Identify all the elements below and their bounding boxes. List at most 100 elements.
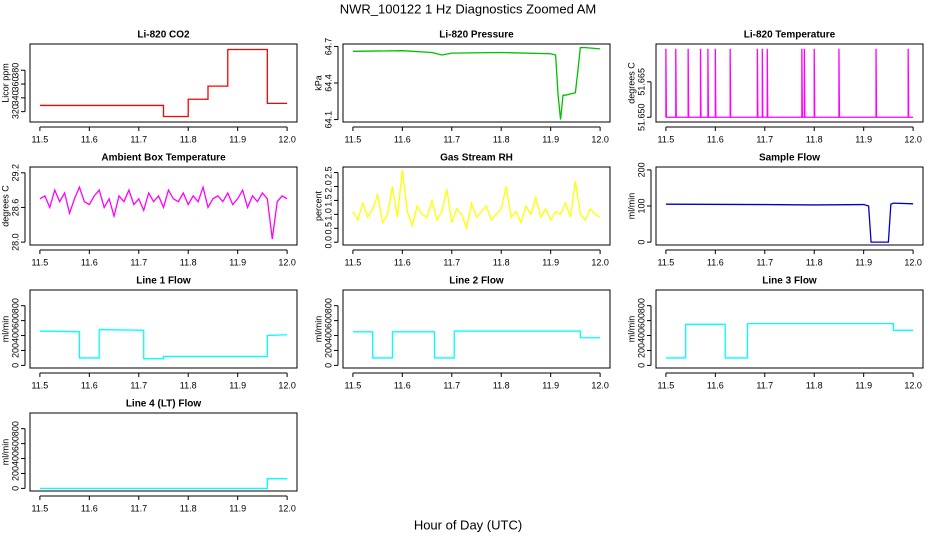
data-line <box>39 48 288 118</box>
x-tick-label: 11.8 <box>806 257 823 267</box>
x-tick-label: 11.8 <box>493 257 510 267</box>
y-axis-label: ml/min <box>0 439 10 466</box>
x-tick-label: 11.7 <box>443 380 460 390</box>
x-tick-label: 11.7 <box>130 503 147 513</box>
data-line <box>39 184 288 240</box>
plot-box <box>29 412 298 492</box>
x-tick-label: 12.0 <box>904 257 922 267</box>
y-tick-label: 400 <box>323 328 333 343</box>
x-tick-label: 11.6 <box>394 134 411 144</box>
panel-title: Li-820 Pressure <box>439 30 514 41</box>
x-tick-label: 11.6 <box>81 380 98 390</box>
panel-title: Sample Flow <box>759 153 820 164</box>
plot-box <box>29 43 298 123</box>
y-axis-label: ml/min <box>626 193 636 220</box>
data-layer <box>39 478 288 490</box>
x-tick-label: 12.0 <box>278 257 296 267</box>
y-tick-label: 51.665 <box>636 68 646 96</box>
y-tick-label: 2.0 <box>323 180 333 193</box>
y-tick-label: 51.650 <box>636 104 646 132</box>
y-tick-label: 2.5 <box>323 166 333 179</box>
x-tick-label: 11.7 <box>756 257 773 267</box>
x-tick-label: 11.9 <box>229 134 246 144</box>
x-tick-label: 11.8 <box>180 134 197 144</box>
panel-title: Line 2 Flow <box>449 276 504 287</box>
plot-box <box>342 289 611 369</box>
y-tick-label: 320 <box>10 104 20 119</box>
x-tick-label: 11.7 <box>756 380 773 390</box>
x-tick-label: 11.9 <box>855 257 872 267</box>
x-tick-label: 11.5 <box>657 257 674 267</box>
y-tick-label: 100 <box>636 198 646 213</box>
y-tick-label: 0 <box>10 363 20 368</box>
x-tick-label: 11.6 <box>81 503 98 513</box>
x-tick-label: 12.0 <box>278 503 296 513</box>
x-tick-label: 11.6 <box>394 380 411 390</box>
y-tick-label: 28.0 <box>10 233 20 251</box>
x-tick-label: 12.0 <box>591 134 609 144</box>
y-tick-label: 0.5 <box>323 222 333 235</box>
y-tick-label: 800 <box>10 298 20 313</box>
plot-box <box>29 166 298 246</box>
y-tick-label: 0.0 <box>323 236 333 249</box>
y-axis-label: degrees C <box>626 62 636 104</box>
x-tick-label: 12.0 <box>278 380 296 390</box>
panel: Li-820 Temperature degrees C 11.5 11.6 11.7 1… <box>626 30 924 144</box>
y-tick-label: 600 <box>323 313 333 328</box>
data-line <box>39 478 288 490</box>
x-tick-label: 12.0 <box>591 380 609 390</box>
y-tick-label: 200 <box>636 162 646 177</box>
x-tick-label: 11.7 <box>130 134 147 144</box>
data-line <box>665 202 914 243</box>
x-tick-label: 11.9 <box>229 257 246 267</box>
panel: Li-820 CO2 Licor ppm 11.5 11.6 11.7 11.8 11.9 1… <box>0 30 298 144</box>
x-tick-label: 12.0 <box>591 257 609 267</box>
y-tick-label: 800 <box>10 421 20 436</box>
x-tick-label: 11.8 <box>180 380 197 390</box>
y-tick-label: 0 <box>10 486 20 491</box>
x-tick-label: 11.9 <box>855 134 872 144</box>
y-tick-label: 800 <box>636 298 646 313</box>
x-tick-label: 11.5 <box>344 380 361 390</box>
y-tick-label: 64.7 <box>323 38 333 56</box>
x-tick-label: 11.9 <box>542 380 559 390</box>
y-tick-label: 0 <box>636 363 646 368</box>
x-axis-label: Hour of Day (UTC) <box>414 517 522 532</box>
data-layer <box>39 184 288 240</box>
data-line <box>352 330 601 359</box>
x-tick-label: 11.5 <box>657 134 674 144</box>
plot-box <box>342 43 611 123</box>
y-tick-label: 600 <box>10 313 20 328</box>
y-tick-label: 1.0 <box>323 208 333 221</box>
y-axis-label: ml/min <box>626 316 636 343</box>
plot-box <box>655 289 924 369</box>
x-tick-label: 11.5 <box>31 257 48 267</box>
x-tick-label: 11.8 <box>180 257 197 267</box>
x-tick-label: 11.6 <box>394 257 411 267</box>
panel: Line 1 Flow ml/min 11.5 11.6 11.7 11.8 11.9 12.… <box>0 276 298 390</box>
x-tick-label: 11.9 <box>229 380 246 390</box>
data-layer <box>665 322 914 359</box>
y-tick-label: 64.4 <box>323 74 333 92</box>
data-layer <box>665 48 914 118</box>
x-tick-label: 11.9 <box>229 503 246 513</box>
x-tick-label: 11.9 <box>855 380 872 390</box>
x-tick-label: 11.5 <box>344 134 361 144</box>
data-line <box>352 47 601 120</box>
x-tick-label: 11.7 <box>756 134 773 144</box>
panel: Line 3 Flow ml/min 11.5 11.6 11.7 11.8 11.9 12.… <box>626 276 924 390</box>
x-tick-label: 11.5 <box>31 380 48 390</box>
x-tick-label: 12.0 <box>904 380 922 390</box>
y-tick-label: 800 <box>323 298 333 313</box>
data-layer <box>39 48 288 118</box>
x-tick-label: 11.6 <box>81 134 98 144</box>
data-line <box>352 169 601 231</box>
data-layer <box>39 328 288 360</box>
x-tick-label: 11.7 <box>130 380 147 390</box>
y-tick-label: 0 <box>636 240 646 245</box>
y-tick-label: 200 <box>636 343 646 358</box>
panel-title: Li-820 Temperature <box>744 30 836 41</box>
x-tick-label: 11.6 <box>707 134 724 144</box>
x-tick-label: 11.8 <box>806 134 823 144</box>
